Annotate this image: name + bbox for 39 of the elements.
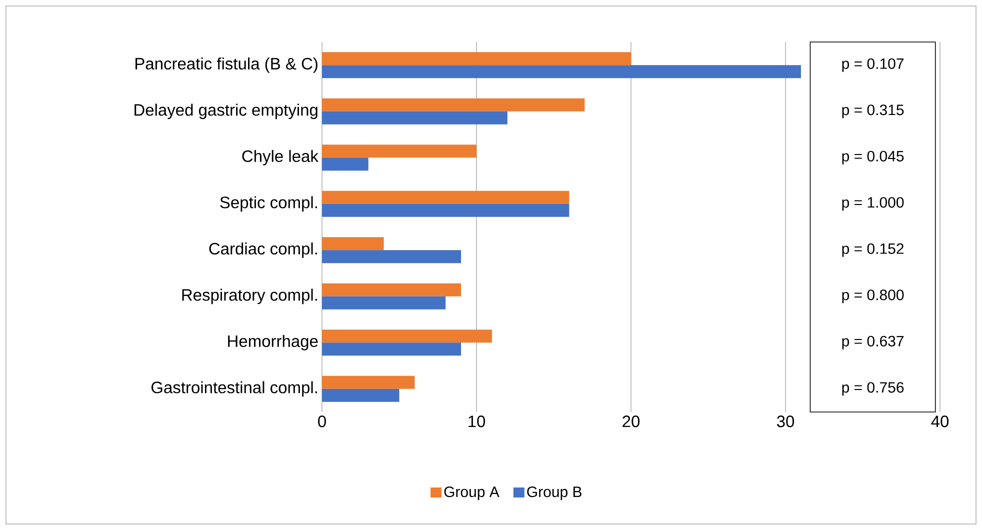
- legend-label: Group B: [527, 486, 582, 500]
- legend-label: Group A: [444, 486, 500, 500]
- bar: [322, 296, 446, 310]
- x-tick-label: 0: [318, 416, 326, 428]
- y-tick-label: Hemorrhage: [228, 334, 318, 350]
- x-tick-label: 30: [776, 416, 794, 428]
- annotation: p = 0.756: [842, 382, 904, 396]
- bar: [322, 98, 585, 112]
- y-tick-label: Chyle leak: [242, 150, 318, 166]
- x-tick-label: 10: [468, 416, 486, 428]
- bar: [322, 330, 492, 343]
- bar: [322, 144, 477, 158]
- annotation: p = 0.107: [842, 58, 904, 72]
- x-tick-label: 40: [931, 416, 949, 428]
- y-tick-label: Respiratory compl.: [182, 288, 317, 304]
- annotation: p = 0.637: [842, 336, 904, 350]
- bar: [322, 376, 415, 389]
- bar: [322, 204, 570, 217]
- bar: [322, 65, 801, 78]
- y-tick-label: Septic compl.: [220, 196, 317, 212]
- annotation: p = 0.152: [842, 243, 904, 257]
- bar: [322, 388, 400, 402]
- bar: [322, 237, 384, 250]
- x-tick-label: 20: [622, 416, 640, 428]
- bar: [322, 250, 462, 264]
- bar: [322, 52, 632, 66]
- bar: [322, 342, 462, 356]
- annotation: p = 0.045: [842, 150, 904, 164]
- y-tick-label: Cardiac compl.: [209, 242, 317, 258]
- bar: [322, 190, 570, 204]
- y-tick-label: Gastrointestinal compl.: [151, 381, 317, 397]
- annotation: p = 0.315: [842, 104, 904, 118]
- annotation: p = 0.800: [842, 290, 904, 304]
- bar: [322, 158, 368, 171]
- bar: [322, 283, 462, 296]
- bar: [322, 111, 508, 124]
- annotation: p = 1.000: [842, 197, 904, 211]
- y-tick-label: Delayed gastric emptying: [134, 104, 318, 120]
- y-tick-label: Pancreatic fistula (B & C): [136, 57, 318, 73]
